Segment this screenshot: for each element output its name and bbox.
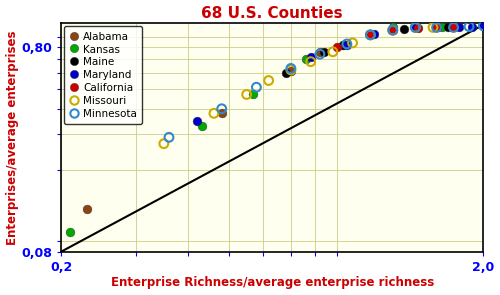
Point xyxy=(316,50,324,54)
Point xyxy=(465,24,473,29)
Point xyxy=(287,69,295,74)
Point xyxy=(480,23,488,28)
Point xyxy=(366,32,374,36)
Point xyxy=(480,22,488,27)
Title: 68 U.S. Counties: 68 U.S. Counties xyxy=(202,6,343,21)
Point xyxy=(444,24,452,29)
Point xyxy=(198,124,205,128)
Point xyxy=(412,25,420,30)
Point xyxy=(287,68,295,72)
Point xyxy=(252,85,260,90)
Point xyxy=(480,23,488,28)
Point xyxy=(400,27,408,32)
Point xyxy=(264,78,272,83)
Point xyxy=(388,28,396,32)
Point xyxy=(339,43,347,47)
Point xyxy=(210,111,218,116)
Point xyxy=(329,50,337,54)
Point xyxy=(83,206,91,211)
Point xyxy=(429,25,437,30)
Point xyxy=(339,43,347,47)
Point xyxy=(343,42,351,46)
Point xyxy=(455,24,463,29)
Point xyxy=(160,141,168,146)
Point xyxy=(412,25,420,30)
Point xyxy=(412,25,420,30)
Point xyxy=(432,25,440,30)
Point xyxy=(388,28,396,32)
Point xyxy=(432,25,440,30)
Point xyxy=(193,118,201,123)
Point xyxy=(320,50,328,54)
Point xyxy=(370,32,378,36)
Point xyxy=(366,32,374,37)
Point xyxy=(468,25,476,30)
Point xyxy=(432,25,440,30)
X-axis label: Enterprise Richness/average enterprise richness: Enterprise Richness/average enterprise r… xyxy=(110,276,434,289)
Point xyxy=(343,43,351,47)
Point xyxy=(306,54,314,59)
Point xyxy=(218,106,226,111)
Y-axis label: Enterprises/average enterprises: Enterprises/average enterprises xyxy=(6,30,18,245)
Point xyxy=(302,57,310,61)
Point xyxy=(388,25,396,30)
Point xyxy=(287,66,295,71)
Point xyxy=(218,111,226,116)
Point xyxy=(450,25,458,30)
Point xyxy=(282,71,290,75)
Point xyxy=(414,26,422,31)
Point xyxy=(388,28,396,32)
Point xyxy=(388,28,396,32)
Legend: Alabama, Kansas, Maine, Maryland, California, Missouri, Minnesota: Alabama, Kansas, Maine, Maryland, Califo… xyxy=(64,26,142,124)
Point xyxy=(333,45,341,50)
Point xyxy=(66,230,74,234)
Point xyxy=(366,32,374,37)
Point xyxy=(242,92,250,97)
Point xyxy=(306,59,314,64)
Point xyxy=(165,135,173,140)
Point xyxy=(438,25,446,30)
Point xyxy=(249,92,257,97)
Point xyxy=(450,25,458,30)
Point xyxy=(348,40,356,45)
Point xyxy=(366,32,374,37)
Point xyxy=(316,52,324,57)
